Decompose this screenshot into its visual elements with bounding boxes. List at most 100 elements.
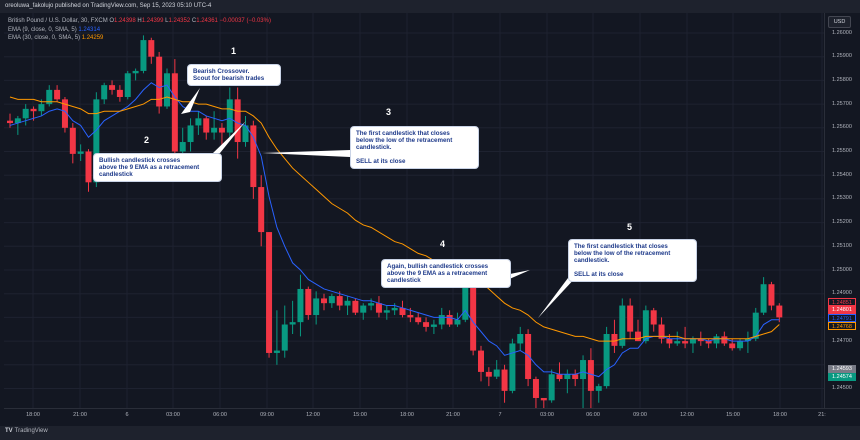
callout-pointer: [181, 88, 200, 114]
time-scale[interactable]: [4, 408, 860, 427]
candle-body: [744, 338, 751, 342]
callout-pointer: [505, 270, 530, 281]
candle-body: [619, 305, 626, 346]
currency-label[interactable]: USD: [828, 16, 851, 28]
candle-body: [313, 298, 320, 316]
ema-9-line: [9, 82, 780, 378]
candle-body: [211, 127, 218, 133]
price-tick: 1.24900: [832, 290, 852, 297]
ema30-label: EMA (30, close, 0, SMA, 5): [8, 35, 81, 41]
price-tick: 1.25900: [832, 53, 852, 60]
candle-body: [38, 104, 45, 112]
ema9-value: 1.24314: [78, 26, 101, 33]
price-badge-outline-red: 1.24851: [828, 298, 856, 306]
time-tick: 21:: [818, 412, 826, 418]
candle-body: [603, 333, 610, 387]
candle-body: [360, 305, 367, 313]
candle-body: [164, 73, 170, 107]
candle-body: [501, 369, 508, 391]
price-badge-solid-green: 1.24574: [828, 373, 856, 381]
candle-body: [658, 324, 665, 339]
time-tick: 03:00: [166, 412, 180, 418]
candle-body: [54, 89, 61, 100]
time-tick: 21:00: [446, 412, 460, 418]
candle-body: [368, 303, 375, 306]
ema30-legend-row[interactable]: EMA (30, close, 0, SMA, 5) 1.24259: [8, 34, 271, 43]
candle-body: [179, 142, 186, 152]
time-tick: 06:00: [213, 412, 227, 418]
annotation-number-4: 4: [440, 239, 446, 249]
candle-body: [776, 305, 783, 318]
candle-body: [140, 40, 147, 71]
candle-body: [101, 85, 108, 100]
time-tick: 03:00: [540, 412, 554, 418]
symbol-name: British Pound / U.S. Dollar, 30, FXCM: [8, 18, 108, 24]
price-tick: 1.24700: [832, 337, 852, 344]
tv-logo-icon: TV: [5, 428, 13, 434]
candle-body: [61, 99, 68, 128]
footer: [0, 426, 860, 440]
price-tick: 1.25200: [832, 219, 852, 226]
close-value: 1.24361: [196, 18, 218, 24]
candle-body: [485, 371, 492, 377]
annotation-callout-1: Bearish Crossover. Scout for bearish tra…: [187, 64, 281, 86]
candle-body: [682, 341, 689, 344]
candle-body: [729, 343, 736, 349]
candle-body: [93, 99, 100, 183]
annotation-number-1: 1: [231, 46, 237, 56]
tradingview-logo[interactable]: TV TradingView: [5, 428, 48, 434]
candle-body: [407, 315, 414, 318]
price-scale[interactable]: [824, 13, 860, 408]
price-badge-outline-blue: 1.24791: [828, 314, 856, 322]
time-tick: 12:00: [306, 412, 320, 418]
candle-body: [737, 341, 744, 349]
candle-body: [548, 374, 555, 401]
candle-body: [250, 125, 257, 188]
ema9-legend-row[interactable]: EMA (9, close, 0, SMA, 5) 1.24314: [8, 26, 271, 35]
candle-body: [289, 322, 296, 325]
price-badge-outline-orange: 1.24768: [828, 322, 856, 330]
callout-pointer: [262, 150, 350, 157]
price-tick: 1.24500: [832, 385, 852, 391]
price-badge-solid-gray: 1.24593: [828, 365, 856, 373]
candle-body: [156, 56, 163, 107]
candle-body: [116, 89, 123, 97]
candle-body: [328, 296, 335, 304]
candle-body: [336, 296, 343, 306]
price-tick: 1.25300: [832, 195, 852, 202]
candle-body: [132, 70, 139, 74]
candle-body: [281, 324, 288, 351]
candle-body: [148, 40, 155, 57]
tv-logo-text: TradingView: [14, 428, 48, 434]
candle-body: [752, 312, 759, 339]
annotation-number-2: 2: [144, 135, 150, 145]
candle-body: [171, 73, 178, 152]
callout-pointer: [213, 121, 246, 153]
annotation-callout-5: The first candlestick that closes below …: [568, 239, 697, 282]
candle-body: [689, 338, 696, 344]
publisher-header: oreoluwa_fakolujo published on TradingVi…: [0, 0, 860, 13]
candle-body: [478, 350, 484, 372]
annotation-callout-4: Again, bullish candlestick crosses above…: [381, 259, 511, 288]
callout-text-1: Bearish Crossover. Scout for bearish tra…: [193, 68, 265, 82]
annotation-callout-2: Bullish candlestick crosses above the 9 …: [93, 153, 222, 182]
callout-text-5: The first candlestick that closes below …: [574, 243, 671, 278]
time-tick: 06:00: [586, 412, 600, 418]
price-badge-solid-red: 1.24801: [828, 306, 856, 314]
chart-legend: British Pound / U.S. Dollar, 30, FXCM O1…: [8, 17, 271, 43]
time-tick: 18:00: [773, 412, 787, 418]
candle-body: [297, 288, 304, 323]
time-tick: 09:00: [260, 412, 274, 418]
candle-body: [430, 324, 437, 327]
candle-body: [627, 305, 634, 332]
candle-body: [642, 310, 649, 342]
annotation-number-3: 3: [386, 107, 392, 117]
candle-body: [85, 151, 92, 183]
symbol-legend-row[interactable]: British Pound / U.S. Dollar, 30, FXCM O1…: [8, 18, 271, 24]
candle-body: [195, 118, 202, 126]
candle-body: [556, 374, 563, 380]
time-tick: 09:00: [633, 412, 647, 418]
time-tick: 12:00: [680, 412, 694, 418]
callout-text-2: Bullish candlestick crosses above the 9 …: [99, 157, 200, 178]
